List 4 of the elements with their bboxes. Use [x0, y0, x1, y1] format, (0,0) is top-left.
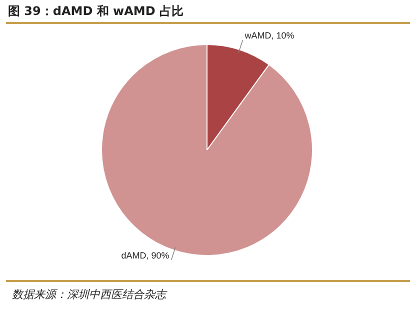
source-note: 数据来源：深圳中西医结合杂志: [12, 287, 166, 302]
slice-label: wAMD, 10%: [244, 30, 294, 41]
slice-label: dAMD, 90%: [121, 250, 170, 260]
chart-title: 图 39：dAMD 和 wAMD 占比: [8, 3, 184, 20]
